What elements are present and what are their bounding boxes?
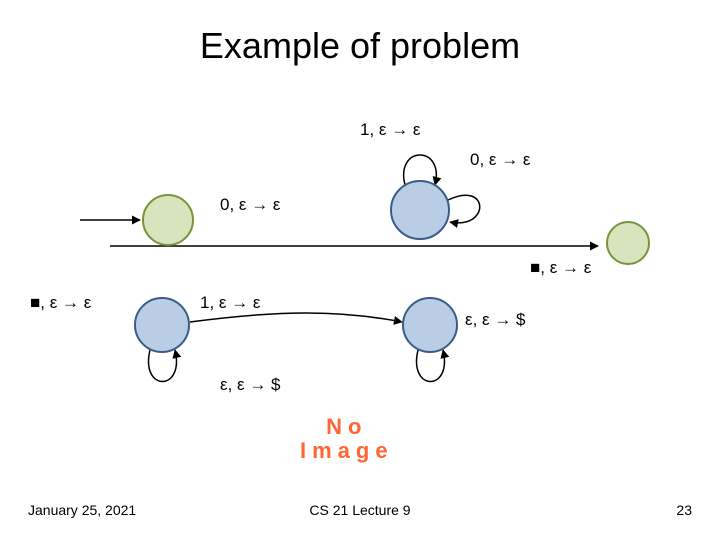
watermark-line-2: Image — [300, 439, 394, 463]
transition-label-8: ε, ε → $ — [220, 375, 281, 395]
transition-label-7: ε, ε → $ — [465, 310, 526, 330]
state-node-3 — [134, 297, 190, 353]
slide-title: Example of problem — [0, 25, 720, 67]
state-node-2 — [390, 180, 450, 240]
state-node-1 — [142, 194, 194, 246]
transition-label-4: ■, ε → ε — [530, 258, 591, 278]
transition-label-1: 1, ε → ε — [360, 120, 421, 140]
state-node-4 — [402, 297, 458, 353]
transition-label-5: ■, ε → ε — [30, 293, 91, 313]
transition-label-3: 0, ε → ε — [220, 195, 281, 215]
footer-lecture: CS 21 Lecture 9 — [0, 502, 720, 518]
transition-label-6: 1, ε → ε — [200, 293, 261, 313]
state-node-5 — [606, 221, 650, 265]
no-image-watermark: No Image — [300, 415, 394, 463]
transition-label-2: 0, ε → ε — [470, 150, 531, 170]
watermark-line-1: No — [300, 415, 394, 439]
footer-page-number: 23 — [676, 502, 692, 518]
